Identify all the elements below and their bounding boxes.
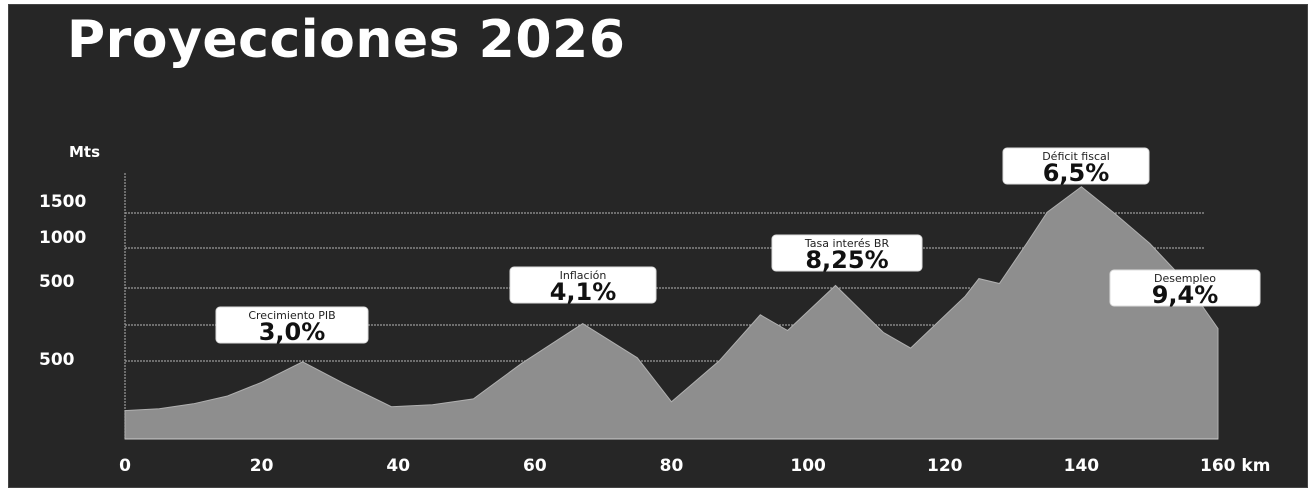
callout-value: 9,4% (1152, 281, 1219, 309)
x-tick-label: 160 km (1200, 456, 1270, 476)
callout-value: 4,1% (550, 278, 617, 306)
x-tick-label: 40 (386, 456, 410, 476)
x-tick-label: 140 (1064, 456, 1100, 476)
callout-value: 8,25% (805, 246, 888, 274)
callout-label: Tasa interés BR (804, 237, 890, 250)
x-tick-label: 80 (660, 456, 684, 476)
x-tick-label: 0 (119, 456, 131, 476)
elevation-chart: Mts 1500 1000 500 500 0 20 40 60 80 100 120 140 160 k… (39, 143, 1270, 476)
x-tick-label: 120 (927, 456, 963, 476)
callout-label: Inflación (560, 269, 607, 282)
callout-box (509, 266, 657, 304)
callout-box (1109, 269, 1261, 307)
chart-title: Proyecciones 2026 (67, 10, 626, 70)
x-tick-label: 60 (523, 456, 547, 476)
y-tick-label: 1500 (39, 192, 86, 212)
callout-box (1002, 147, 1150, 185)
chart-frame: Proyecciones 2026 Mts 1500 1000 500 500 0 20 40… (8, 4, 1308, 488)
y-tick-label: 1000 (39, 228, 86, 248)
callout-label: Déficit fiscal (1042, 150, 1110, 163)
y-tick-label: 500 (39, 350, 75, 370)
elevation-area (124, 186, 1219, 440)
y-tick-label: 500 (39, 272, 75, 292)
y-axis-label: Mts (69, 143, 100, 161)
callout-value: 6,5% (1043, 159, 1110, 187)
callout-value: 3,0% (259, 318, 326, 346)
callout-label: Desempleo (1154, 272, 1216, 285)
callout-box (771, 234, 923, 272)
x-tick-label: 100 (790, 456, 826, 476)
callout-label: Crecimiento PIB (248, 309, 335, 322)
x-tick-label: 20 (250, 456, 274, 476)
callout-box (215, 306, 369, 344)
